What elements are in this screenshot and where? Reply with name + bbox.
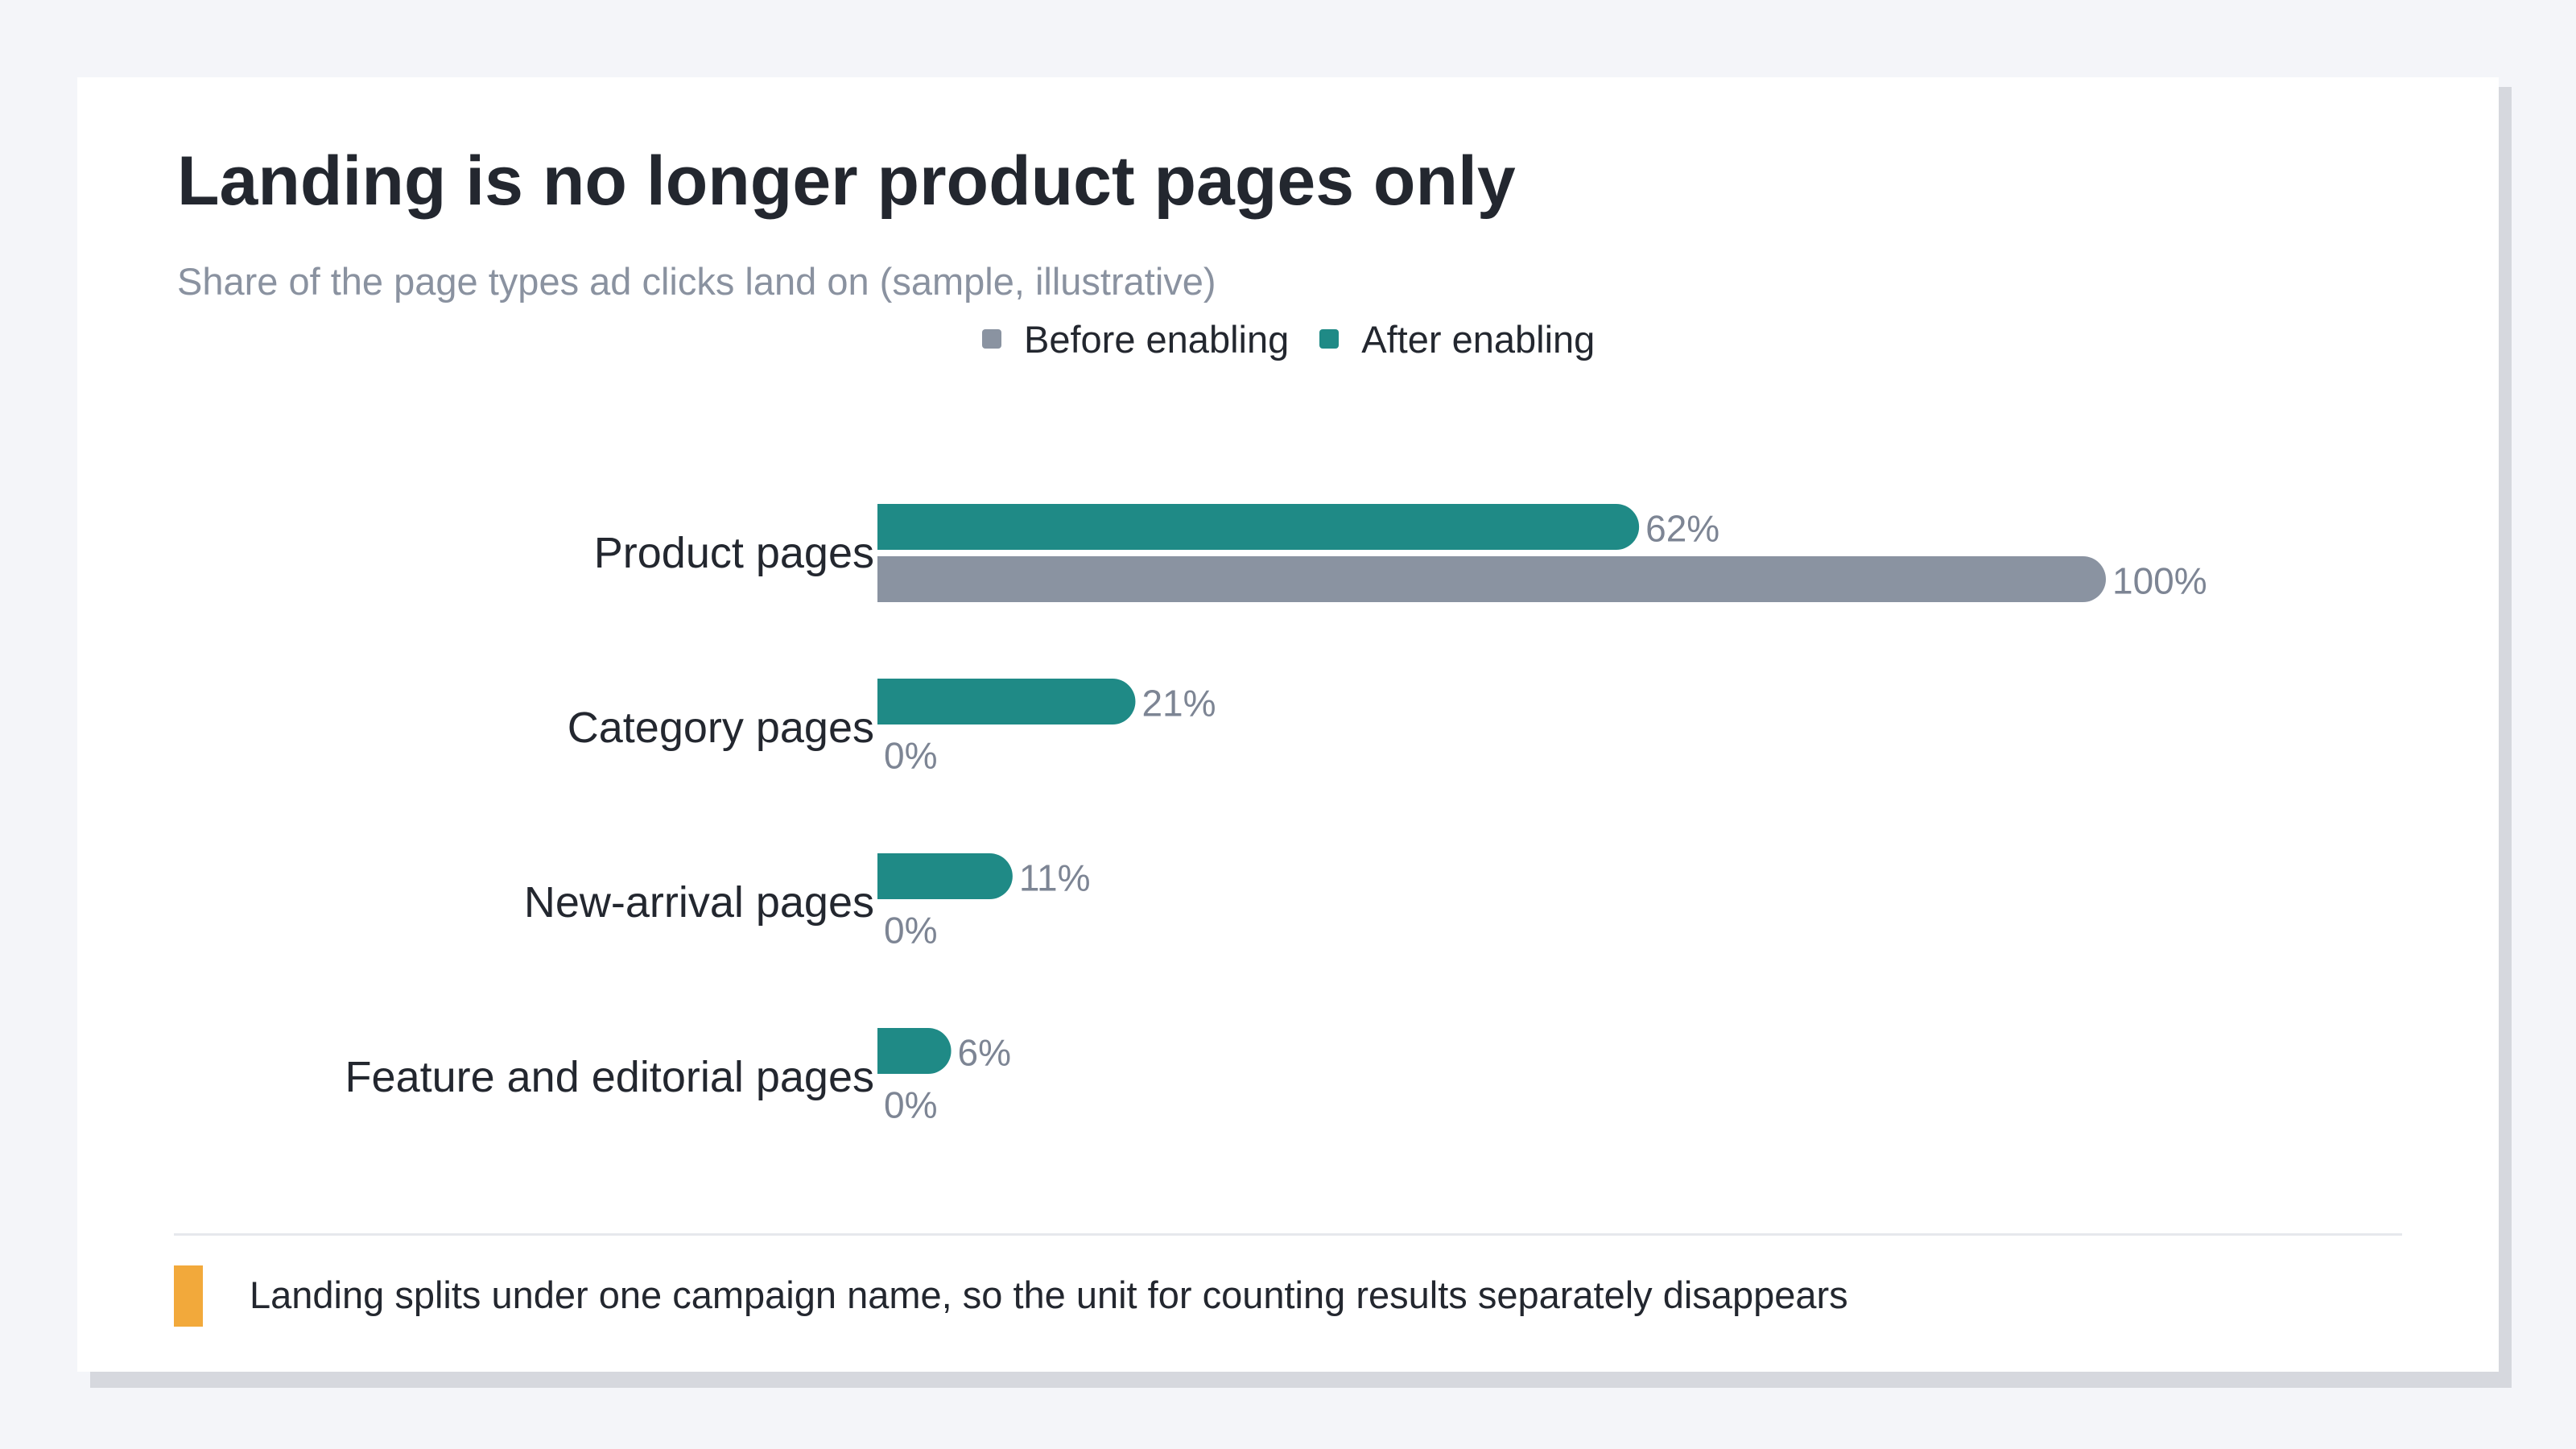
bar-after-enabling: [877, 504, 1640, 550]
footer-note: Landing splits under one campaign name, …: [250, 1274, 1848, 1316]
category-label: Category pages: [568, 704, 874, 752]
chart-card: Landing is no longer product pages only …: [77, 77, 2499, 1372]
legend-swatch-before: [982, 329, 1001, 349]
bar-after-enabling: [877, 853, 1013, 899]
category-label: Product pages: [594, 529, 874, 577]
legend-label-after: After enabling: [1361, 317, 1596, 361]
legend-item-after: After enabling: [1319, 317, 1595, 361]
chart-title: Landing is no longer product pages only: [177, 142, 1516, 220]
chart-legend: Before enabling After enabling: [982, 311, 1625, 367]
value-label-after: 21%: [1141, 683, 1216, 724]
value-label-after: 62%: [1645, 508, 1719, 550]
category-label: New-arrival pages: [524, 878, 874, 927]
value-label-before: 0%: [884, 1084, 937, 1126]
category-label: Feature and editorial pages: [345, 1053, 874, 1101]
value-label-after: 6%: [958, 1032, 1011, 1074]
value-label-after: 11%: [1019, 857, 1091, 899]
value-label-before: 0%: [884, 735, 937, 777]
footer-divider: [174, 1233, 2402, 1236]
legend-label-before: Before enabling: [1024, 317, 1290, 361]
bar-after-enabling: [877, 679, 1136, 725]
legend-item-before: Before enabling: [982, 317, 1289, 361]
bar-before-enabling: [877, 556, 2106, 602]
value-label-before: 100%: [2112, 560, 2207, 602]
legend-swatch-after: [1319, 329, 1340, 349]
value-label-before: 0%: [884, 910, 937, 952]
bar-after-enabling: [877, 1028, 952, 1074]
chart-subtitle: Share of the page types ad clicks land o…: [177, 260, 1216, 303]
note-marker: [174, 1265, 203, 1327]
